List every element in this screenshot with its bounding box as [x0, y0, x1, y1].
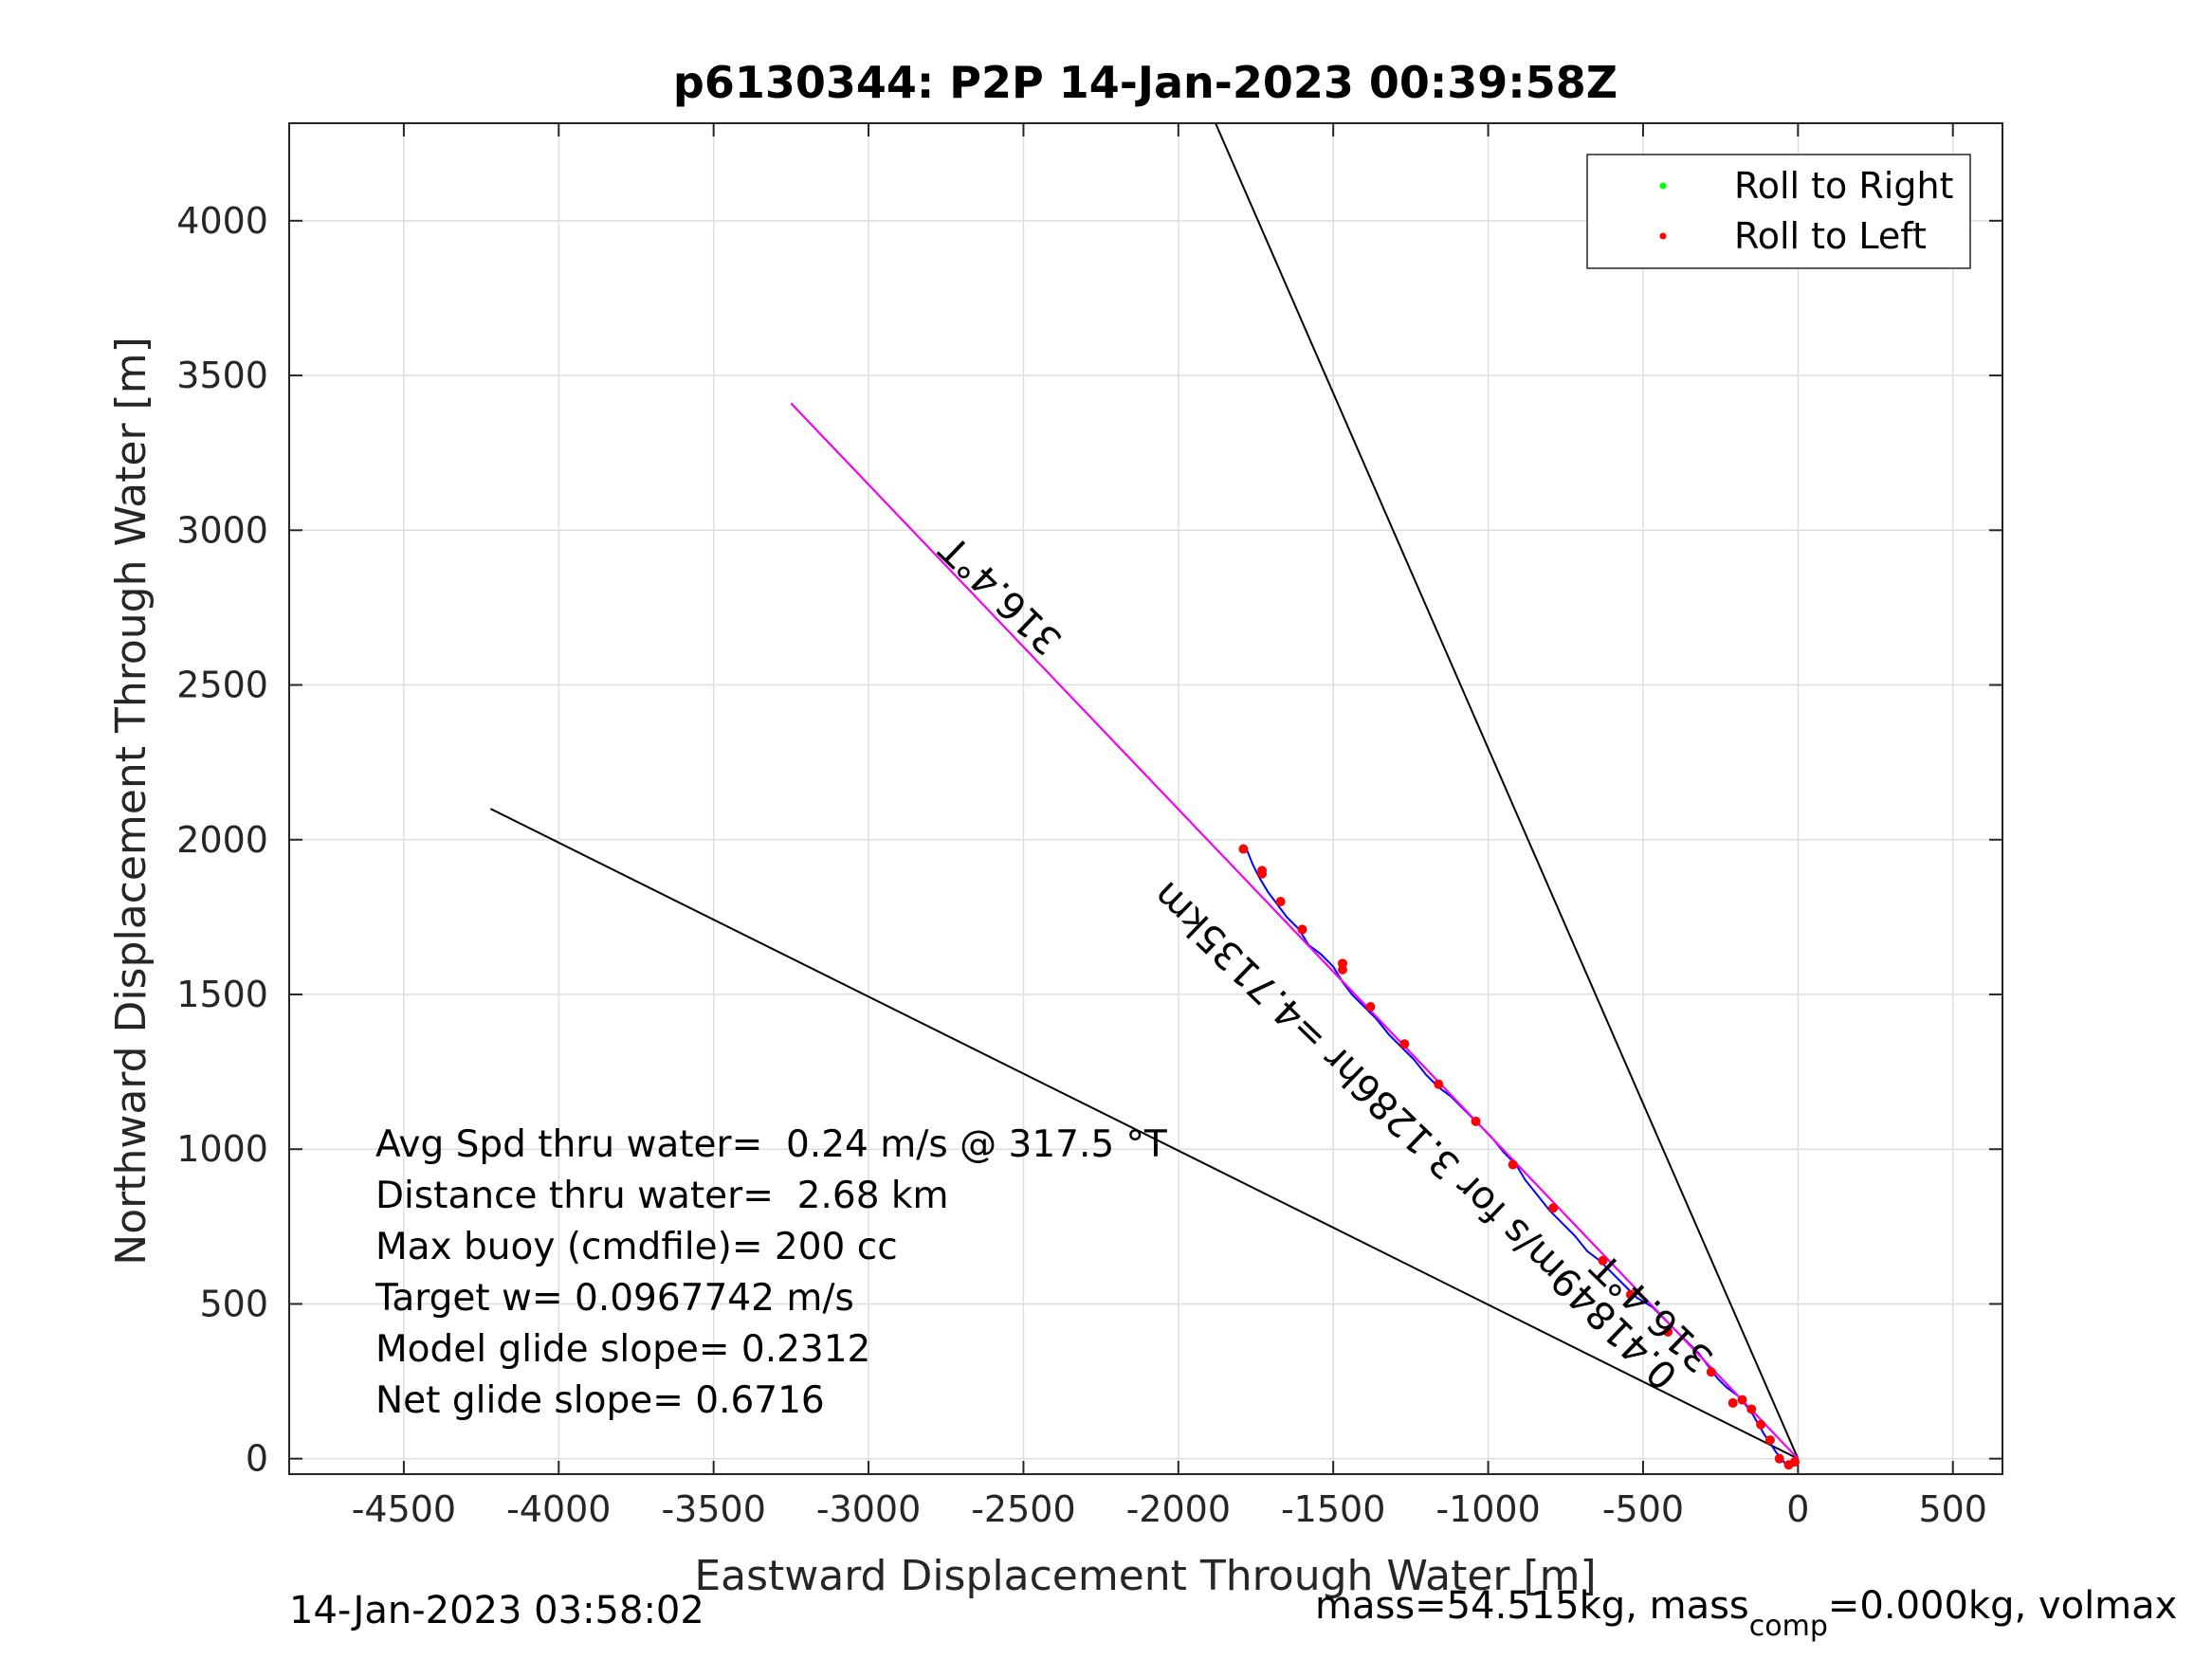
mass-prefix: mass=54.515kg, mass — [1315, 1584, 1749, 1628]
y-tick-label: 500 — [199, 1283, 268, 1324]
roll-left-point — [1238, 844, 1249, 854]
footer-timestamp: 14-Jan-2023 03:58:02 — [289, 1589, 704, 1632]
x-tick-label: -2000 — [1126, 1488, 1231, 1530]
roll-left-point — [1434, 1079, 1444, 1089]
y-tick-label: 2500 — [176, 665, 268, 706]
chart-title: p6130344: P2P 14-Jan-2023 00:39:58Z — [673, 57, 1618, 108]
roll-left-point — [1257, 866, 1268, 876]
x-tick-label: 500 — [1918, 1488, 1987, 1530]
x-tick-label: -4500 — [352, 1488, 456, 1530]
stat-avg-speed: Avg Spd thru water= 0.24 m/s @ 317.5 °T — [375, 1123, 1167, 1166]
legend-swatch-roll-left — [1659, 232, 1667, 240]
roll-left-point — [1508, 1159, 1518, 1170]
roll-left-point — [1625, 1289, 1636, 1300]
roll-left-point — [1598, 1255, 1608, 1266]
track-line — [1245, 848, 1800, 1469]
y-tick-label: 3000 — [176, 509, 268, 551]
roll-left-point — [1548, 1203, 1559, 1213]
roll-left-point — [1471, 1116, 1481, 1126]
y-axis-label: Northward Displacement Through Water [m] — [107, 337, 155, 1265]
stat-net-glide: Net glide slope= 0.6716 — [375, 1379, 825, 1422]
x-tick-label: -1500 — [1281, 1488, 1385, 1530]
mass-subscript: comp — [1749, 1610, 1828, 1643]
legend-label-roll-left: Roll to Left — [1734, 215, 1927, 257]
roll-left-point — [1783, 1460, 1794, 1470]
heading-line — [790, 402, 1201, 833]
boundary-line — [1215, 122, 1800, 1460]
stat-distance: Distance thru water= 2.68 km — [375, 1175, 948, 1217]
axis-ticks: -4500 -4000 -3500 -3000 -2500 -2000 -1500 -1000… — [176, 123, 2002, 1530]
x-tick-label: 0 — [1786, 1488, 1809, 1530]
boundary-line — [489, 808, 1799, 1460]
footer-mass-info: mass=54.515kg, masscomp=0.000kg, volmax — [1315, 1584, 2177, 1643]
x-tick-label: -1000 — [1435, 1488, 1540, 1530]
roll-left-point — [1737, 1395, 1747, 1405]
x-tick-label: -3500 — [661, 1488, 765, 1530]
data-layer — [489, 122, 1801, 1470]
y-tick-label: 2000 — [176, 819, 268, 861]
stat-model-glide: Model glide slope= 0.2312 — [375, 1328, 870, 1371]
stat-target-w: Target w= 0.0967742 m/s — [375, 1277, 854, 1320]
x-tick-label: -4000 — [506, 1488, 611, 1530]
stats-box: Avg Spd thru water= 0.24 m/s @ 317.5 °T … — [375, 1123, 1167, 1422]
heading-line-track — [1198, 830, 1800, 1460]
legend-label-roll-right: Roll to Right — [1734, 165, 1953, 207]
legend-box — [1586, 154, 1971, 269]
roll-left-point — [1764, 1435, 1775, 1446]
roll-left-point — [1297, 924, 1307, 935]
x-tick-label: -2500 — [971, 1488, 1075, 1530]
y-tick-label: 4000 — [176, 200, 268, 242]
roll-left-point — [1399, 1039, 1410, 1049]
roll-left-point — [1728, 1397, 1738, 1408]
stat-max-buoy: Max buoy (cmdfile)= 200 cc — [375, 1226, 898, 1268]
roll-left-point — [1275, 897, 1286, 907]
roll-left-point — [1756, 1419, 1766, 1430]
legend-swatch-roll-right — [1659, 182, 1667, 190]
roll-left-point — [1746, 1404, 1757, 1414]
mass-suffix: =0.000kg, volmax — [1828, 1584, 2177, 1628]
roll-left-point — [1337, 958, 1347, 969]
plot-area — [289, 123, 2002, 1474]
x-tick-label: -500 — [1602, 1488, 1684, 1530]
x-tick-label: -3000 — [816, 1488, 921, 1530]
y-tick-label: 3500 — [176, 355, 268, 396]
roll-left-point — [1706, 1367, 1716, 1377]
legend: Roll to Right Roll to Left — [1586, 154, 1971, 269]
plot-frame — [288, 122, 2003, 1475]
roll-left-point — [1663, 1326, 1673, 1337]
roll-left-point — [1774, 1453, 1784, 1464]
y-tick-label: 1500 — [176, 974, 268, 1015]
roll-left-point — [1365, 1002, 1376, 1012]
y-tick-label: 0 — [246, 1438, 268, 1480]
y-tick-label: 1000 — [176, 1128, 268, 1170]
x-axis-label: Eastward Displacement Through Water [m] — [694, 1552, 1596, 1600]
